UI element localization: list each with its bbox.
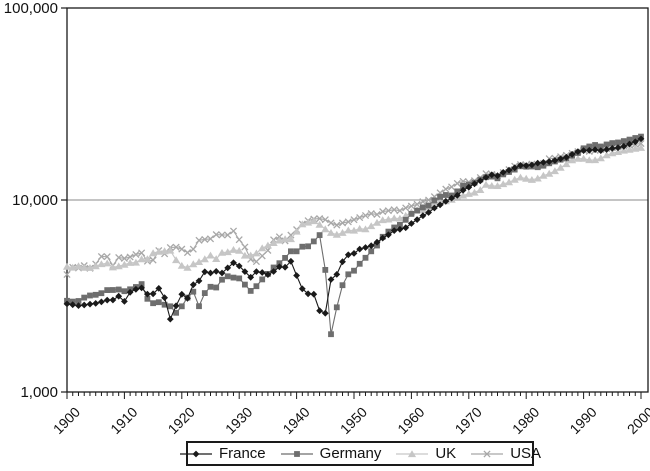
svg-text:1910: 1910 (107, 404, 140, 437)
legend-label-uk: UK (435, 445, 457, 462)
legend-label-germany: Germany (319, 445, 382, 462)
legend-item-uk: UK (395, 446, 456, 461)
legend-item-usa: USA (470, 446, 541, 461)
triangle-marker-icon (396, 449, 429, 457)
svg-text:1,000: 1,000 (20, 384, 58, 401)
diamond-marker-icon (179, 450, 212, 457)
svg-text:1980: 1980 (509, 404, 542, 437)
x-marker-icon (471, 449, 504, 458)
svg-text:1990: 1990 (566, 404, 599, 437)
svg-text:1900: 1900 (50, 404, 83, 437)
svg-text:1960: 1960 (394, 404, 427, 437)
svg-text:1970: 1970 (452, 404, 485, 437)
svg-text:1920: 1920 (165, 404, 198, 437)
svg-text:1930: 1930 (222, 404, 255, 437)
svg-text:100,000: 100,000 (4, 0, 58, 17)
svg-text:1940: 1940 (279, 404, 312, 437)
svg-text:2000: 2000 (624, 404, 650, 437)
legend-label-usa: USA (510, 445, 542, 462)
legend-item-germany: Germany (280, 445, 382, 462)
legend-label-france: France (218, 445, 266, 462)
chart-legend: France Germany UK USA (179, 441, 541, 466)
square-marker-icon (280, 450, 313, 457)
svg-text:1950: 1950 (337, 404, 370, 437)
legend-item-france: France (179, 446, 266, 461)
svg-text:10,000: 10,000 (12, 192, 58, 209)
